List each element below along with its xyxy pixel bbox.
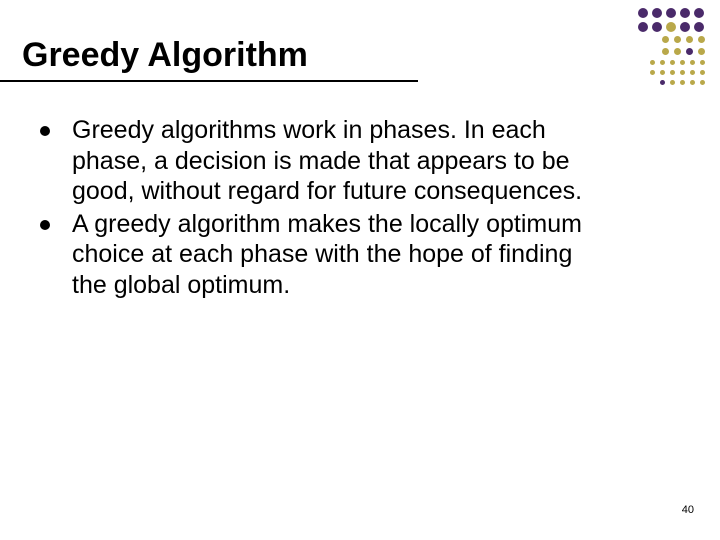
content-region: Greedy algorithms work in phases. In eac…	[22, 115, 682, 300]
deco-dot	[694, 22, 704, 32]
bullet-icon	[40, 220, 50, 230]
deco-dot	[638, 8, 648, 18]
deco-dot	[690, 70, 695, 75]
page-number: 40	[682, 504, 694, 516]
title-underline	[0, 80, 418, 82]
deco-dot	[680, 8, 690, 18]
deco-dot	[652, 22, 662, 32]
title-region: Greedy Algorithm	[22, 36, 682, 81]
list-item: Greedy algorithms work in phases. In eac…	[40, 115, 682, 207]
deco-dot	[680, 22, 690, 32]
deco-dot	[666, 22, 676, 32]
deco-dot	[686, 48, 693, 55]
deco-dot	[698, 48, 705, 55]
deco-dot	[690, 60, 695, 65]
deco-dot	[690, 80, 695, 85]
list-item: A greedy algorithm makes the locally opt…	[40, 209, 682, 301]
slide-title: Greedy Algorithm	[22, 36, 682, 75]
deco-dot	[652, 8, 662, 18]
slide: Greedy Algorithm Greedy algorithms work …	[0, 0, 720, 540]
deco-dot	[686, 36, 693, 43]
deco-dot	[638, 22, 648, 32]
bullet-icon	[40, 126, 50, 136]
bullet-text: Greedy algorithms work in phases. In eac…	[72, 115, 612, 207]
deco-dot	[666, 8, 676, 18]
deco-dot	[700, 60, 705, 65]
deco-dot	[700, 80, 705, 85]
deco-dot	[698, 36, 705, 43]
deco-dot	[694, 8, 704, 18]
deco-dot	[700, 70, 705, 75]
bullet-text: A greedy algorithm makes the locally opt…	[72, 209, 612, 301]
